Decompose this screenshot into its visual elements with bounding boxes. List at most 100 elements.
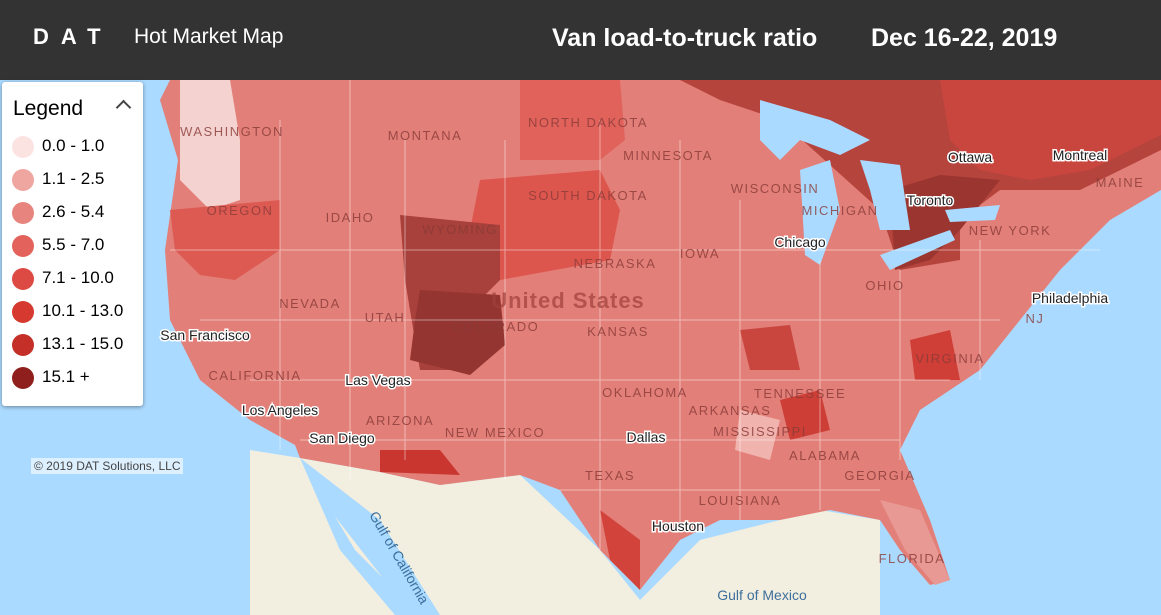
city-label: Dallas <box>627 429 666 445</box>
legend-title: Legend <box>13 97 84 120</box>
city-label: Houston <box>652 518 704 534</box>
legend-label: 13.1 - 15.0 <box>42 334 124 353</box>
region-label: WISCONSIN <box>731 181 820 196</box>
city-label: Los Angeles <box>242 402 318 418</box>
legend-label: 10.1 - 13.0 <box>42 301 124 320</box>
region-label: OREGON <box>207 203 274 218</box>
city-label: Chicago <box>774 234 826 250</box>
region-label: OKLAHOMA <box>602 385 688 400</box>
region-label: COLORADO <box>453 319 539 334</box>
region <box>380 450 460 475</box>
region-label: NORTH DAKOTA <box>528 115 648 130</box>
legend-swatch <box>12 366 34 389</box>
region-label: OHIO <box>865 278 904 293</box>
city-label: Philadelphia <box>1032 290 1108 306</box>
region-label: MINNESOTA <box>623 148 713 163</box>
legend-swatch <box>12 201 34 224</box>
city-label: Toronto <box>907 192 954 208</box>
region-label: NEVADA <box>279 296 341 311</box>
region <box>910 330 960 380</box>
legend-swatch <box>12 333 34 356</box>
date-range: Dec 16-22, 2019 <box>871 24 1058 52</box>
city-label: Ottawa <box>948 149 993 165</box>
lake-erie <box>880 230 955 270</box>
legend: Legend 0.0 - 1.0 1.1 - 2.5 2.6 - 5.4 5.5 - … <box>2 82 143 406</box>
region-label: ALABAMA <box>789 448 861 463</box>
region-label: NEW MEXICO <box>445 425 545 440</box>
region-label: UTAH <box>365 310 405 325</box>
legend-item: 15.1 + <box>12 365 90 389</box>
region <box>880 500 950 585</box>
region-label: ARIZONA <box>366 413 434 428</box>
header: DAT Hot Market Map Van load-to-truck rat… <box>0 0 1161 80</box>
legend-swatch <box>12 168 34 191</box>
region-label: SOUTH DAKOTA <box>528 188 648 203</box>
legend-label: 15.1 + <box>42 367 90 386</box>
mexico <box>250 450 880 615</box>
region <box>600 510 640 590</box>
region-label: TENNESSEE <box>754 386 846 401</box>
legend-item: 10.1 - 13.0 <box>12 299 123 323</box>
legend-swatch <box>12 267 34 290</box>
copyright: © 2019 DAT Solutions, LLC <box>31 458 184 474</box>
collapse-toggle[interactable] <box>115 99 132 116</box>
lake-huron <box>860 160 910 230</box>
region-label: ARKANSAS <box>689 403 772 418</box>
water-label: Gulf of Mexico <box>717 587 807 603</box>
region <box>780 390 830 440</box>
region-label: NEBRASKA <box>574 256 657 271</box>
region <box>470 170 620 280</box>
legend-item: 1.1 - 2.5 <box>12 167 104 191</box>
region <box>740 325 800 370</box>
region-label: CALIFORNIA <box>208 368 301 383</box>
lake-michigan <box>800 160 840 265</box>
region <box>170 200 280 280</box>
market-borders <box>170 80 1100 550</box>
region-label: NEW YORK <box>969 223 1052 238</box>
city-label: Las Vegas <box>345 372 410 388</box>
metric-title: Van load-to-truck ratio <box>552 24 818 52</box>
region <box>735 410 780 460</box>
region <box>180 80 240 210</box>
region-label: WYOMING <box>422 222 498 237</box>
region-label: MICHIGAN <box>802 203 879 218</box>
legend-label: 5.5 - 7.0 <box>42 235 105 254</box>
legend-swatch <box>12 135 34 158</box>
legend-label: 0.0 - 1.0 <box>42 136 105 155</box>
city-label: San Francisco <box>160 327 250 343</box>
legend-swatch <box>12 234 34 257</box>
app-title: Hot Market Map <box>134 25 284 48</box>
region-label: MAINE <box>1096 175 1145 190</box>
region-label: WASHINGTON <box>180 124 284 139</box>
region <box>410 290 505 375</box>
legend-item: 0.0 - 1.0 <box>12 134 104 158</box>
legend-item: 5.5 - 7.0 <box>12 233 104 257</box>
region-label: United States <box>491 288 645 313</box>
region-label: GEORGIA <box>844 468 915 483</box>
region <box>940 80 1161 180</box>
legend-item: 13.1 - 15.0 <box>12 332 123 356</box>
city-label: Montreal <box>1053 147 1107 163</box>
legend-swatch <box>12 300 34 323</box>
legend-label: 1.1 - 2.5 <box>42 169 105 188</box>
region-label: LOUISIANA <box>699 493 782 508</box>
legend-item: 2.6 - 5.4 <box>12 200 104 224</box>
region-label: MISSISSIPPI <box>713 424 807 439</box>
region-label: VIRGINIA <box>915 351 984 366</box>
region-label: TEXAS <box>585 468 635 483</box>
legend-label: 2.6 - 5.4 <box>42 202 105 221</box>
region <box>520 80 625 160</box>
legend-label: 7.1 - 10.0 <box>42 268 114 287</box>
map[interactable]: WASHINGTON MONTANA NORTH DAKOTA MINNESOTA OR… <box>0 80 1161 615</box>
lake-superior <box>760 100 870 160</box>
region-label: KANSAS <box>587 324 649 339</box>
region-label: IOWA <box>680 246 720 261</box>
lake-ontario <box>945 205 1000 222</box>
legend-item: 7.1 - 10.0 <box>12 266 114 290</box>
region-label: FLORIDA <box>879 551 946 566</box>
region-label: MONTANA <box>388 128 463 143</box>
city-label: San Diego <box>309 430 375 446</box>
logo: DAT <box>33 24 113 49</box>
region-label: NJ <box>1026 311 1045 326</box>
